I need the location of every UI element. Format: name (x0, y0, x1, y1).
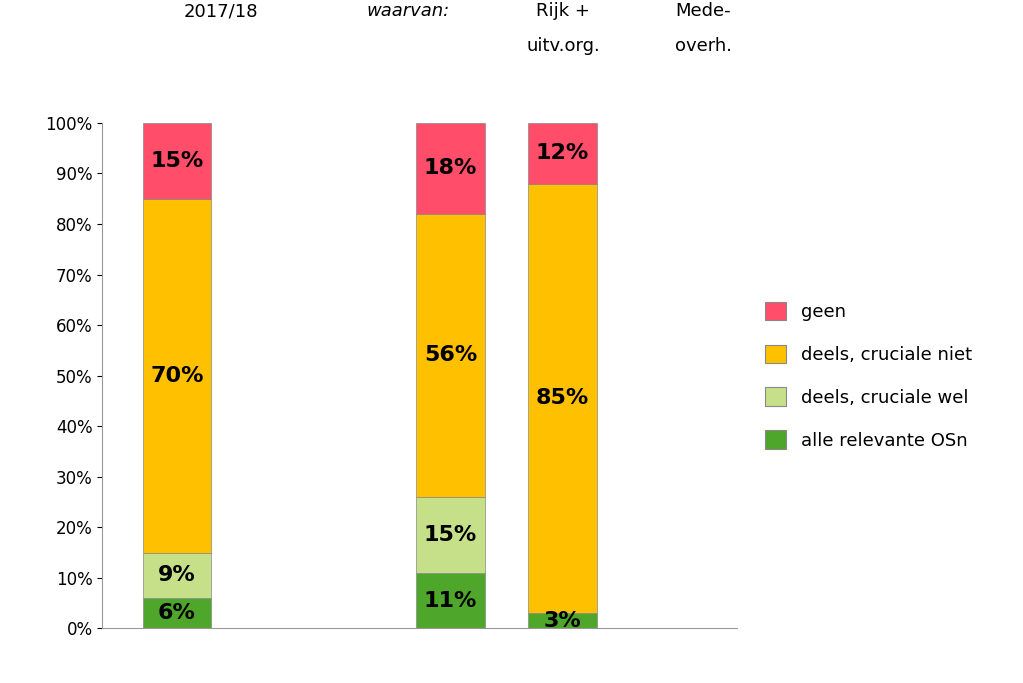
Bar (528, 184, 596, 613)
Text: 12%: 12% (536, 143, 589, 163)
Text: overh.: overh. (674, 37, 731, 55)
Bar (416, 214, 485, 497)
Text: Rijk +: Rijk + (536, 3, 590, 20)
Bar (416, 123, 485, 214)
Text: 9%: 9% (158, 566, 195, 585)
Bar (143, 199, 211, 553)
Text: 3%: 3% (543, 611, 581, 631)
Text: Mede-: Mede- (675, 3, 730, 20)
Text: 70%: 70% (150, 365, 204, 386)
Bar (416, 573, 485, 628)
Bar (528, 123, 596, 184)
Bar (143, 123, 211, 199)
Legend: geen, deels, cruciale niet, deels, cruciale wel, alle relevante OSn: geen, deels, cruciale niet, deels, cruci… (764, 302, 972, 449)
Bar (143, 598, 211, 628)
Bar (416, 497, 485, 573)
Text: 85%: 85% (536, 389, 589, 408)
Text: 56%: 56% (424, 346, 477, 365)
Text: 18%: 18% (424, 158, 477, 178)
Text: 6%: 6% (158, 603, 195, 623)
Text: 15%: 15% (150, 151, 204, 171)
Bar (528, 613, 596, 628)
Text: 2017/18: 2017/18 (184, 3, 259, 20)
Text: 11%: 11% (424, 591, 477, 611)
Bar (143, 553, 211, 598)
Text: 15%: 15% (424, 525, 477, 545)
Text: waarvan:: waarvan: (366, 3, 449, 20)
Text: uitv.org.: uitv.org. (526, 37, 601, 55)
